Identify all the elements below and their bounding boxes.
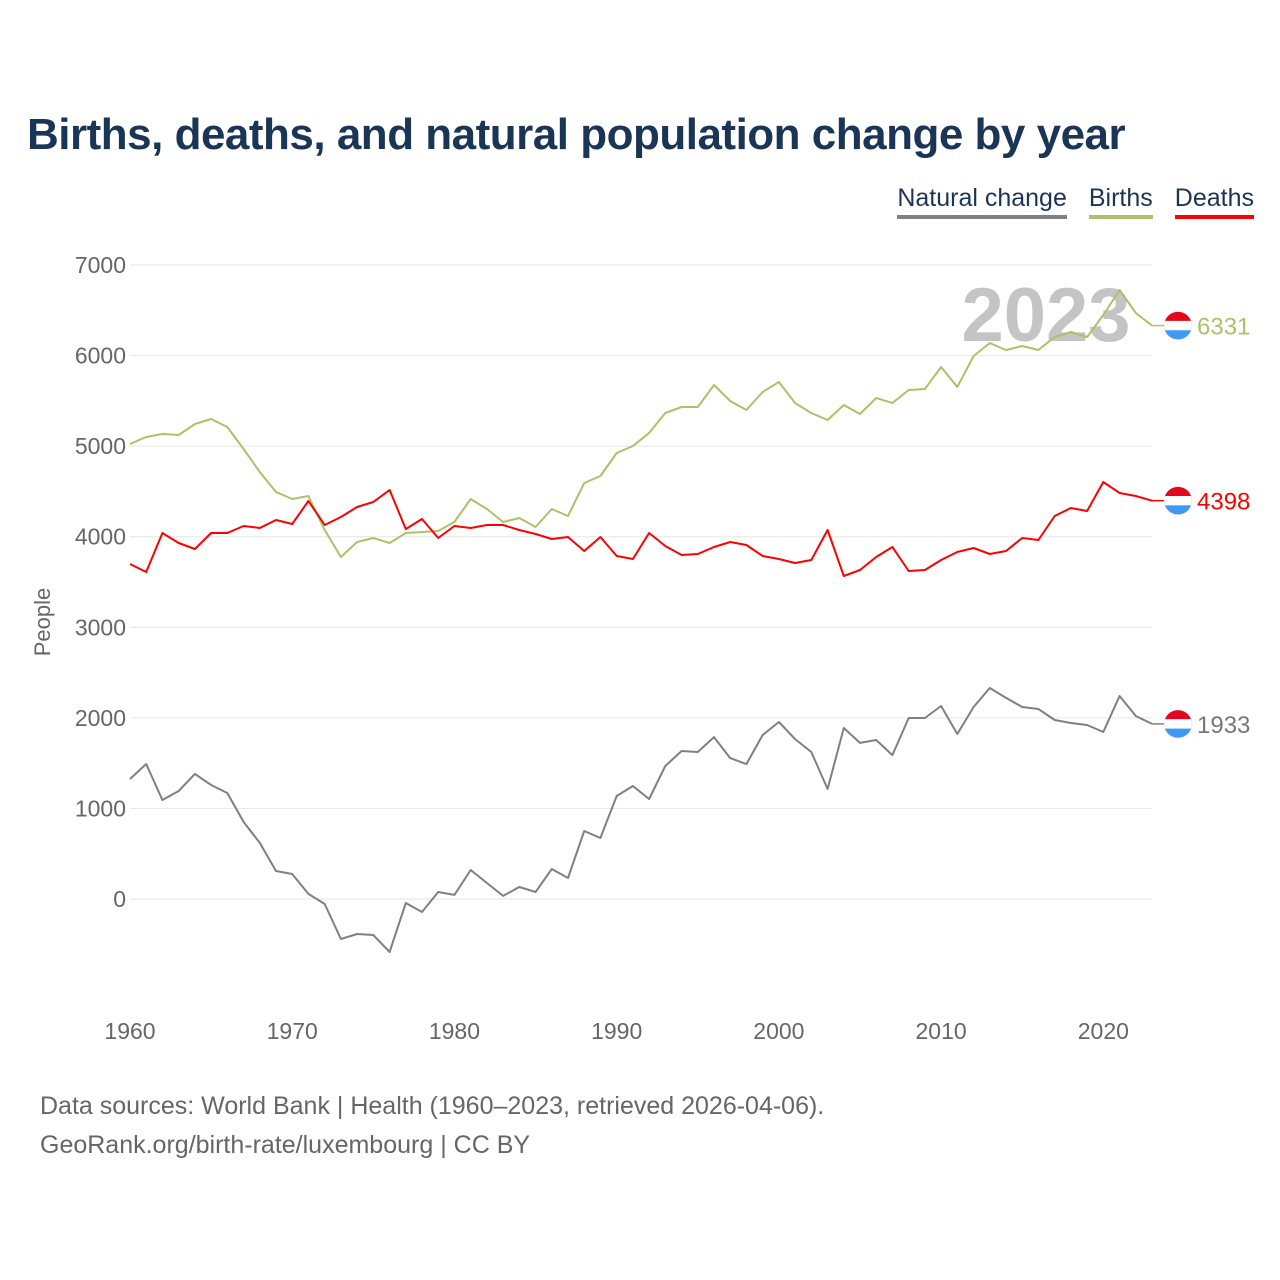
y-tick-label: 4000 — [75, 524, 126, 550]
end-value-label: 6331 — [1197, 314, 1250, 341]
year-watermark: 2023 — [961, 273, 1130, 358]
end-value-label: 1933 — [1197, 712, 1250, 739]
legend: Natural change Births Deaths — [897, 184, 1254, 219]
x-tick-label: 1990 — [591, 1018, 642, 1044]
source-note: Data sources: World Bank | Health (1960–… — [40, 1092, 825, 1120]
y-tick-label: 0 — [113, 886, 126, 912]
legend-deaths[interactable]: Deaths — [1174, 184, 1254, 219]
series-line-deaths — [129, 481, 1153, 577]
legend-natural-change[interactable]: Natural change — [897, 184, 1067, 219]
y-tick-label: 2000 — [75, 705, 126, 731]
y-tick-label: 5000 — [75, 433, 126, 459]
x-tick-label: 2010 — [916, 1018, 967, 1044]
x-tick-label: 1960 — [104, 1018, 155, 1044]
x-tick-label: 2000 — [753, 1018, 804, 1044]
y-tick-label: 1000 — [75, 795, 126, 821]
y-tick-label: 6000 — [75, 343, 126, 369]
x-tick-label: 2020 — [1078, 1018, 1129, 1044]
y-tick-label: 7000 — [75, 252, 126, 278]
y-tick-label: 3000 — [75, 614, 126, 640]
chart-title: Births, deaths, and natural population c… — [27, 110, 1126, 159]
luxembourg-flag-icon — [1163, 486, 1193, 515]
source-link[interactable]: GeoRank.org/birth-rate/luxembourg | CC B… — [40, 1131, 531, 1159]
series-line-natural-change — [129, 687, 1153, 953]
luxembourg-flag-icon — [1163, 311, 1193, 340]
y-axis-label: People — [30, 588, 55, 657]
legend-births[interactable]: Births — [1088, 184, 1153, 219]
series-line-births — [129, 289, 1153, 558]
x-tick-label: 1980 — [429, 1018, 480, 1044]
luxembourg-flag-icon — [1163, 709, 1193, 739]
end-value-label: 4398 — [1197, 489, 1250, 516]
footer: Data sources: World Bank | Health (1960–… — [40, 1087, 824, 1165]
x-tick-label: 1970 — [267, 1018, 318, 1044]
